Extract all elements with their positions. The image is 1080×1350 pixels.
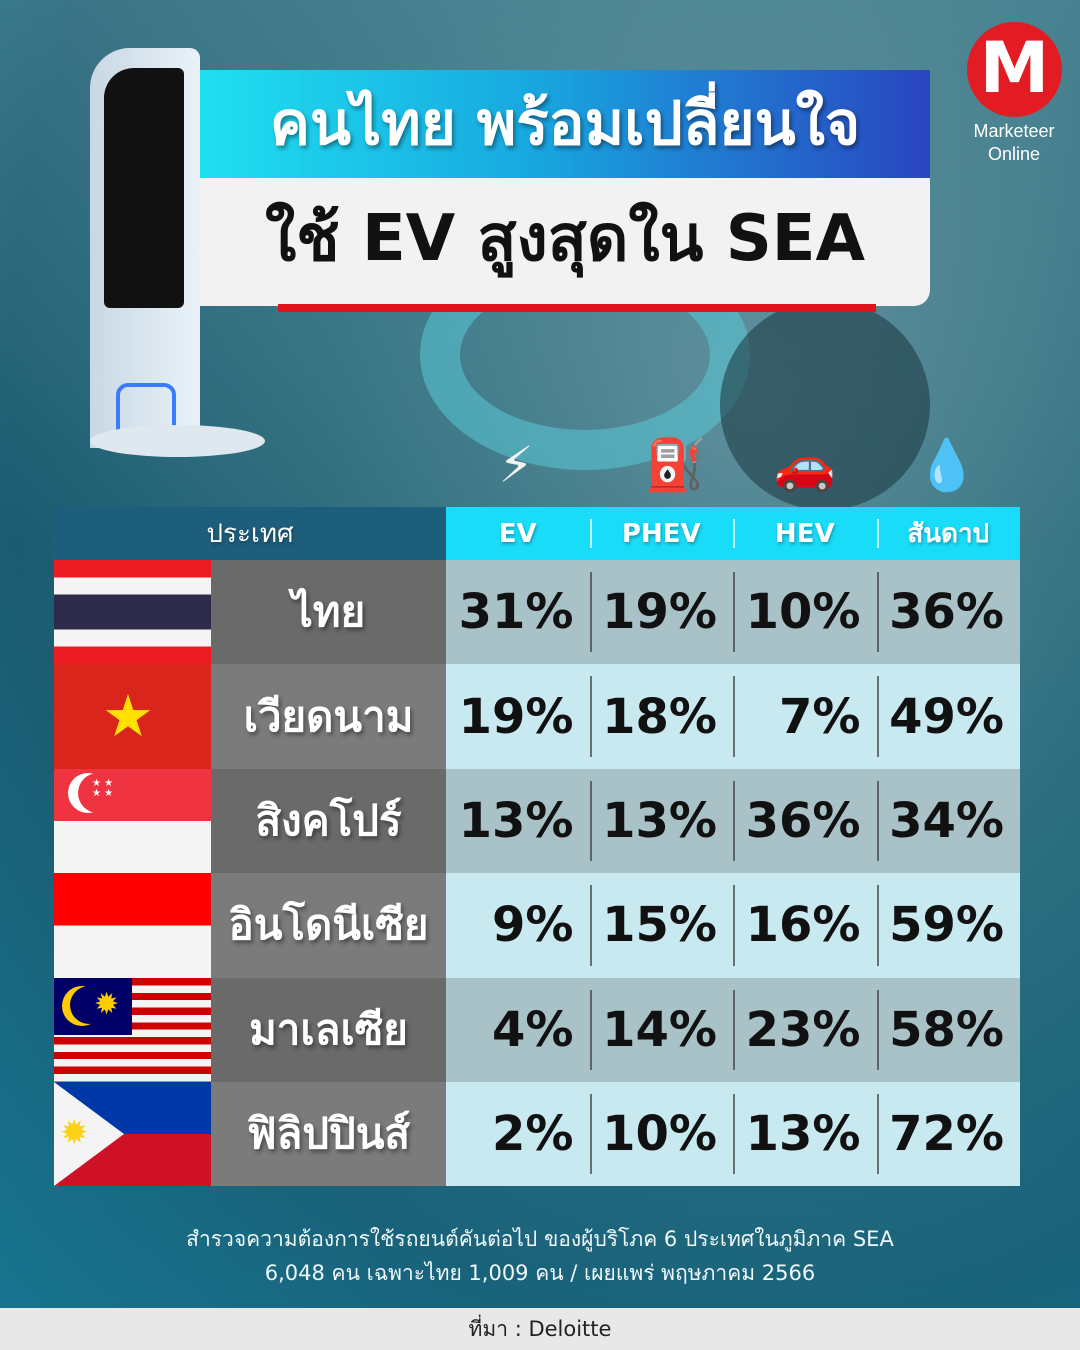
- cell-phev: 18%: [589, 664, 733, 769]
- table-row-malaysia: ✹ มาเลเซีย 4% 14% 23% 58%: [54, 977, 1020, 1082]
- cell-phev: 13%: [589, 768, 733, 874]
- country-name: อินโดนีเซีย: [211, 873, 446, 978]
- logo-line-1: Marketeer: [973, 121, 1055, 141]
- car-socket-photo: [720, 300, 930, 510]
- hev-car-plug-icon: 🚗: [773, 436, 837, 494]
- cell-ice: 58%: [876, 977, 1020, 1082]
- country-name: มาเลเซีย: [211, 977, 446, 1082]
- cell-ice: 49%: [876, 664, 1020, 769]
- cell-phev: 14%: [589, 977, 733, 1082]
- cell-ice: 36%: [876, 560, 1020, 665]
- cell-hev: 36%: [733, 768, 877, 874]
- survey-note: สำรวจความต้องการใช้รถยนต์คันต่อไป ของผู้…: [0, 1222, 1080, 1290]
- ev-charger-illustration: [90, 48, 200, 448]
- header-country: ประเทศ: [54, 507, 446, 560]
- table-row-philippines: ✹ ฟิลิปปินส์ 2% 10% 13% 72%: [54, 1081, 1020, 1187]
- country-name: ไทย: [211, 560, 446, 665]
- cell-phev: 10%: [589, 1081, 733, 1187]
- marketeer-logo: M: [967, 22, 1062, 117]
- logo-line-2: Online: [987, 144, 1041, 164]
- table-row-thailand: ไทย 31% 19% 10% 36%: [54, 560, 1020, 665]
- ev-preference-table: ประเทศ EV PHEV HEV สันดาป ไทย 31% 19% 10% 36…: [54, 507, 1020, 1187]
- header-phev: PHEV: [589, 507, 733, 560]
- flag-malaysia: ✹: [54, 977, 211, 1082]
- charger-base: [90, 425, 265, 457]
- flag-thailand: [54, 560, 211, 665]
- table-row-singapore: ★ ★ ★ ★ สิงคโปร์ 13% 13% 36% 34%: [54, 768, 1020, 874]
- country-name: ฟิลิปปินส์: [211, 1081, 446, 1187]
- fuel-nozzle-icon: 💧: [915, 436, 979, 494]
- header-ev: EV: [446, 507, 590, 560]
- cell-hev: 10%: [733, 560, 877, 665]
- ev-charger-plug-icon: ⚡: [498, 436, 534, 494]
- table-row-indonesia: อินโดนีเซีย 9% 15% 16% 59%: [54, 873, 1020, 978]
- flag-indonesia: [54, 873, 211, 978]
- cell-ev: 2%: [446, 1081, 590, 1187]
- cell-ev: 31%: [446, 560, 590, 665]
- flag-philippines: ✹: [54, 1081, 211, 1187]
- cell-ice: 59%: [876, 873, 1020, 978]
- cell-ev: 19%: [446, 664, 590, 769]
- flag-singapore: ★ ★ ★ ★: [54, 768, 211, 874]
- cell-ev: 4%: [446, 977, 590, 1082]
- flag-vietnam: ★: [54, 664, 211, 769]
- table-row-vietnam: ★ เวียดนาม 19% 18% 7% 49%: [54, 664, 1020, 769]
- title-line-1: คนไทย พร้อมเปลี่ยนใจ: [200, 70, 930, 178]
- cell-hev: 16%: [733, 873, 877, 978]
- country-name: เวียดนาม: [211, 664, 446, 769]
- cell-ev: 9%: [446, 873, 590, 978]
- cell-ice: 34%: [876, 768, 1020, 874]
- cell-hev: 13%: [733, 1081, 877, 1187]
- header-hev: HEV: [733, 507, 877, 560]
- header-ice: สันดาป: [876, 507, 1020, 560]
- cell-hev: 7%: [733, 664, 877, 769]
- phev-fuel-charge-icon: ⛽: [644, 436, 708, 494]
- cell-phev: 15%: [589, 873, 733, 978]
- cell-ev: 13%: [446, 768, 590, 874]
- note-line-1: สำรวจความต้องการใช้รถยนต์คันต่อไป ของผู้…: [186, 1227, 894, 1251]
- title-underline: [278, 304, 876, 312]
- cell-hev: 23%: [733, 977, 877, 1082]
- cell-phev: 19%: [589, 560, 733, 665]
- title-line-2: ใช้ EV สูงสุดใน SEA: [200, 178, 930, 306]
- country-name: สิงคโปร์: [211, 768, 446, 874]
- note-line-2: 6,048 คน เฉพาะไทย 1,009 คน / เผยแพร่ พฤษ…: [264, 1261, 816, 1285]
- source: ที่มา : Deloitte: [0, 1308, 1080, 1350]
- cell-ice: 72%: [876, 1081, 1020, 1187]
- logo-text: Marketeer Online: [950, 120, 1078, 166]
